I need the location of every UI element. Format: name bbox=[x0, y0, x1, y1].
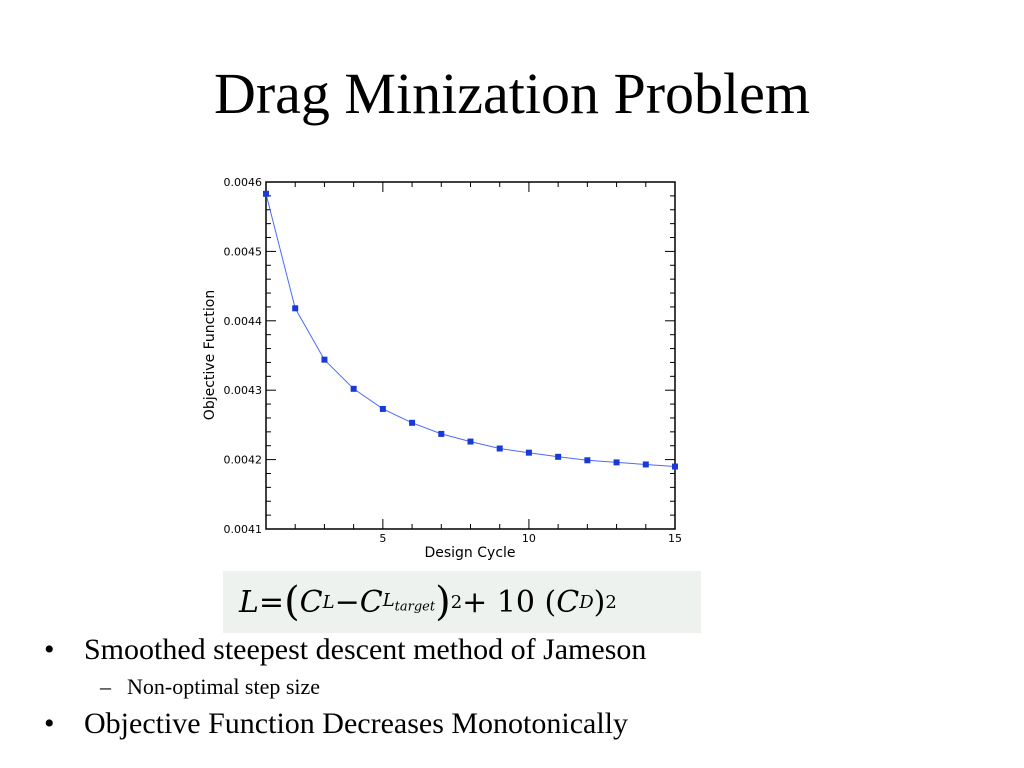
bullet-list: • Smoothed steepest descent method of Ja… bbox=[44, 630, 1004, 744]
axis-ticks: 0.0041 0.0042 0.0043 0.0044 0.0045 0.0046 5 10 1… bbox=[224, 176, 683, 545]
formula-l: L bbox=[239, 584, 259, 620]
plot-frame bbox=[265, 181, 676, 530]
data-point bbox=[467, 438, 474, 445]
data-point bbox=[292, 305, 299, 312]
y-axis-title: Objective Function bbox=[202, 290, 218, 420]
formula-close-paren: ) bbox=[435, 579, 451, 625]
sub-bullet-text: Non-optimal step size bbox=[127, 674, 321, 699]
data-point bbox=[438, 430, 445, 437]
y-tick-label: 0.0043 bbox=[224, 384, 263, 397]
formula-exponent-2: 2 bbox=[605, 591, 617, 613]
x-axis-title: Design Cycle bbox=[424, 545, 515, 561]
formula-plus-ten: + 10 bbox=[462, 584, 536, 620]
formula-cl-target: C bbox=[359, 584, 383, 620]
x-tick-label: 15 bbox=[668, 532, 682, 545]
bullet-item: • Smoothed steepest descent method of Ja… bbox=[44, 630, 1004, 670]
formula-equals: = bbox=[258, 584, 285, 620]
data-point bbox=[263, 190, 269, 197]
sub-bullet-item: – Non-optimal step size bbox=[44, 670, 1004, 704]
formula-cd-sub: D bbox=[579, 591, 594, 613]
bullet-item: • Objective Function Decreases Monotonic… bbox=[44, 704, 1004, 744]
slide-title: Drag Minization Problem bbox=[213, 61, 810, 126]
data-point bbox=[321, 356, 328, 363]
sub-bullet-marker: – bbox=[100, 674, 111, 699]
data-point bbox=[379, 405, 386, 412]
data-point bbox=[525, 449, 532, 456]
x-tick-label: 10 bbox=[522, 532, 536, 545]
formula-target-l: L bbox=[382, 589, 395, 611]
formula-cd-close: ) bbox=[593, 584, 606, 620]
data-point bbox=[584, 457, 591, 464]
formula-cl: C bbox=[299, 584, 323, 620]
data-point bbox=[642, 461, 649, 468]
y-tick-label: 0.0044 bbox=[224, 315, 263, 328]
bullet-text: Smoothed steepest descent method of Jame… bbox=[84, 633, 647, 666]
data-point bbox=[555, 453, 562, 460]
formula-cd: C bbox=[556, 584, 580, 620]
formula-cd-open: ( bbox=[535, 584, 557, 620]
y-tick-label: 0.0042 bbox=[224, 454, 263, 467]
bullet-text: Objective Function Decreases Monotonical… bbox=[84, 707, 629, 740]
data-point bbox=[496, 445, 503, 452]
formula-exponent-1: 2 bbox=[450, 591, 463, 613]
bullet-marker: • bbox=[44, 707, 55, 740]
data-point bbox=[613, 459, 620, 466]
y-tick-label: 0.0045 bbox=[224, 245, 263, 258]
data-point bbox=[350, 385, 357, 392]
formula-target-sub: target bbox=[394, 599, 436, 615]
y-tick-label: 0.0046 bbox=[224, 176, 263, 189]
y-tick-label: 0.0041 bbox=[224, 523, 263, 536]
series-line-group bbox=[263, 190, 678, 470]
formula-open-paren: ( bbox=[284, 579, 300, 625]
data-point bbox=[409, 419, 416, 426]
x-tick-label: 5 bbox=[379, 532, 386, 545]
data-point bbox=[672, 463, 678, 470]
bullet-marker: • bbox=[44, 633, 55, 666]
formula-minus: − bbox=[334, 584, 360, 620]
objective-function-chart: 0.0041 0.0042 0.0043 0.0044 0.0045 0.0046 5 10 1… bbox=[202, 176, 683, 561]
formula-cl-sub: L bbox=[322, 591, 335, 613]
